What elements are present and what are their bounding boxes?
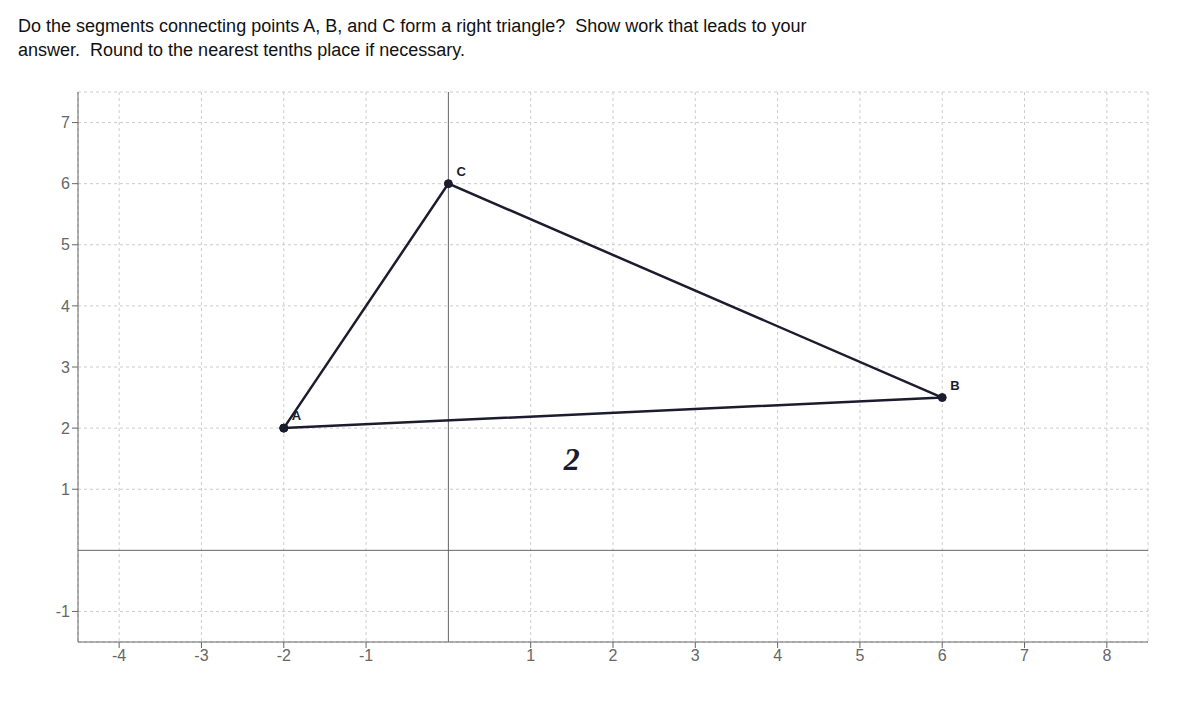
html-text:Do the segments connecting poi: Do the segments connecting points A, B, … xyxy=(18,16,807,36)
svg-text:-1: -1 xyxy=(56,603,70,620)
svg-text:6: 6 xyxy=(938,647,947,664)
svg-text:3: 3 xyxy=(691,647,700,664)
svg-text:A: A xyxy=(292,408,302,423)
svg-text:-4: -4 xyxy=(112,647,126,664)
svg-text:8: 8 xyxy=(1102,647,1111,664)
svg-text:5: 5 xyxy=(855,647,864,664)
svg-text:7: 7 xyxy=(61,114,70,131)
svg-text:2: 2 xyxy=(61,420,70,437)
svg-text:1: 1 xyxy=(526,647,535,664)
svg-text:6: 6 xyxy=(61,175,70,192)
svg-text:5: 5 xyxy=(61,236,70,253)
svg-text:-2: -2 xyxy=(277,647,291,664)
svg-text:2: 2 xyxy=(609,647,618,664)
svg-text:1: 1 xyxy=(61,481,70,498)
svg-text:-3: -3 xyxy=(194,647,208,664)
svg-text:4: 4 xyxy=(773,647,782,664)
svg-text:-1: -1 xyxy=(359,647,373,664)
svg-text:C: C xyxy=(456,164,466,179)
html-text:answer. Round to the nearest t: answer. Round to the nearest tenths plac… xyxy=(18,40,465,60)
svg-text:B: B xyxy=(950,378,959,393)
svg-text:7: 7 xyxy=(1020,647,1029,664)
svg-text:3: 3 xyxy=(61,359,70,376)
svg-text:4: 4 xyxy=(61,298,70,315)
svg-text:2: 2 xyxy=(563,441,580,477)
